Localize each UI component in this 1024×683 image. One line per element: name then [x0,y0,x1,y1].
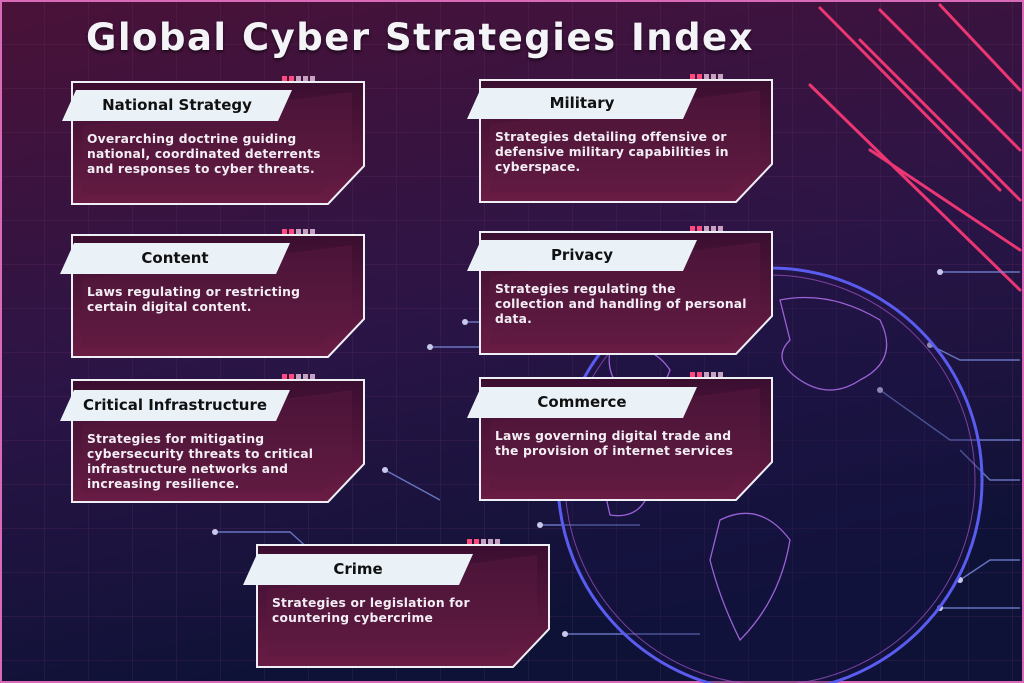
decor-bar [467,539,472,544]
decor-bar [310,229,315,234]
label-tab [467,387,697,418]
decor-bar [289,374,294,379]
card-label: Content [141,249,209,267]
decor-bar [690,226,695,231]
decor-bar [704,74,709,79]
label-tab [62,90,292,121]
card-label: Commerce [537,393,627,411]
decor-bar [711,372,716,377]
decor-bar [310,76,315,81]
card-description: Laws governing digital trade and the pro… [495,429,734,458]
decor-bar [697,74,702,79]
decor-bar [282,76,287,81]
decor-bar [718,74,723,79]
card-description: Laws regulating or restricting certain d… [87,285,301,314]
decor-bar [282,374,287,379]
card-description: Strategies detailing offensive or defens… [495,130,729,174]
decor-bar [289,229,294,234]
card-label: Privacy [550,246,614,264]
label-tab [467,240,697,271]
decor-bar [282,229,287,234]
card-label: Military [549,94,615,112]
decor-bar [704,372,709,377]
card-description: Strategies or legislation for countering… [272,596,470,625]
decor-bar [690,372,695,377]
decor-bar [303,76,308,81]
decor-bar [704,226,709,231]
label-tab [243,554,473,585]
decor-bar [296,374,301,379]
card-label: Critical Infrastructure [82,396,268,414]
decor-bar [303,229,308,234]
label-tab [467,88,697,119]
decor-bar [296,76,301,81]
decor-bar [697,226,702,231]
card-description: Strategies for mitigating cybersecurity … [87,432,314,491]
card-description: Overarching doctrine guiding national, c… [87,132,321,176]
decor-bar [289,76,294,81]
decor-bar [718,226,723,231]
card-label: National Strategy [102,96,252,114]
card-description: Strategies regulating the collection and… [495,282,747,326]
decor-bar [310,374,315,379]
decor-bar [697,372,702,377]
decor-bar [718,372,723,377]
decor-bar [303,374,308,379]
decor-bar [495,539,500,544]
label-tab [60,243,290,274]
decor-bar [481,539,486,544]
decor-bar [296,229,301,234]
decor-bar [711,226,716,231]
decor-bar [690,74,695,79]
title: Global Cyber Strategies Index [86,16,755,59]
decor-bar [711,74,716,79]
decor-bar [474,539,479,544]
decor-bar [488,539,493,544]
label-tab [60,390,290,421]
card-label: Crime [333,560,383,578]
